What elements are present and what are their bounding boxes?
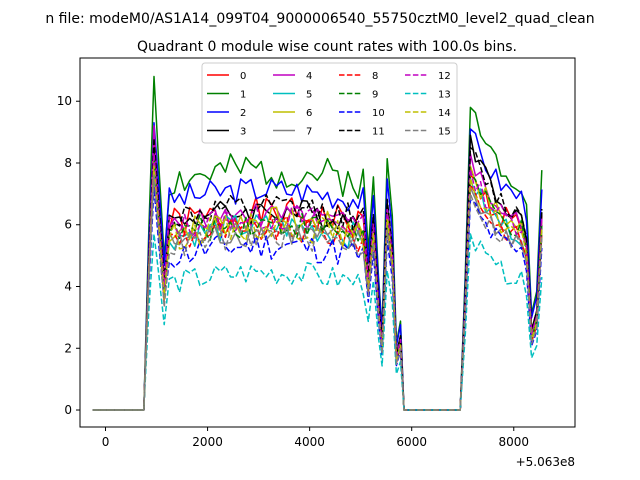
series-line-13 bbox=[92, 233, 543, 411]
legend-label: 14 bbox=[438, 108, 451, 119]
x-tick-label: 8000 bbox=[498, 435, 529, 449]
y-tick-label: 0 bbox=[64, 403, 72, 417]
y-tick-label: 10 bbox=[57, 94, 72, 108]
chart-title: Quadrant 0 module wise count rates with … bbox=[137, 39, 517, 55]
legend-label: 12 bbox=[438, 71, 451, 82]
legend-label: 0 bbox=[240, 71, 246, 82]
legend-label: 9 bbox=[372, 90, 378, 101]
legend-frame bbox=[201, 62, 458, 144]
series-line-15 bbox=[92, 174, 543, 411]
y-tick-label: 4 bbox=[64, 280, 72, 294]
series-layer bbox=[92, 75, 543, 411]
suptitle: n file: modeM0/AS1A14_099T04_9000006540_… bbox=[45, 11, 594, 27]
series-line-4 bbox=[92, 125, 543, 411]
y-tick-label: 2 bbox=[64, 341, 72, 355]
x-tick-label: 6000 bbox=[396, 435, 427, 449]
legend-label: 10 bbox=[372, 108, 385, 119]
legend-label: 1 bbox=[240, 90, 246, 101]
legend-label: 6 bbox=[306, 108, 312, 119]
plot-frame bbox=[79, 57, 576, 428]
legend-label: 2 bbox=[240, 108, 246, 119]
legend-label: 8 bbox=[372, 71, 378, 82]
y-tick-label: 6 bbox=[64, 218, 72, 232]
x-tick-label: 4000 bbox=[294, 435, 325, 449]
legend-label: 15 bbox=[438, 127, 451, 138]
legend-label: 13 bbox=[438, 90, 451, 101]
legend-label: 4 bbox=[306, 71, 312, 82]
legend-label: 5 bbox=[306, 90, 312, 101]
x-offset-label: +5.063e8 bbox=[516, 455, 575, 469]
series-line-2 bbox=[92, 122, 543, 411]
legend-label: 7 bbox=[306, 127, 312, 138]
x-axis: 0 2000 4000 6000 8000 bbox=[102, 427, 529, 449]
x-tick-label: 0 bbox=[102, 435, 110, 449]
x-tick-label: 2000 bbox=[192, 435, 223, 449]
y-axis: 0 2 4 6 8 10 bbox=[57, 94, 80, 417]
legend-label: 3 bbox=[240, 127, 246, 138]
y-tick-label: 8 bbox=[64, 156, 72, 170]
legend-label: 11 bbox=[372, 127, 385, 138]
